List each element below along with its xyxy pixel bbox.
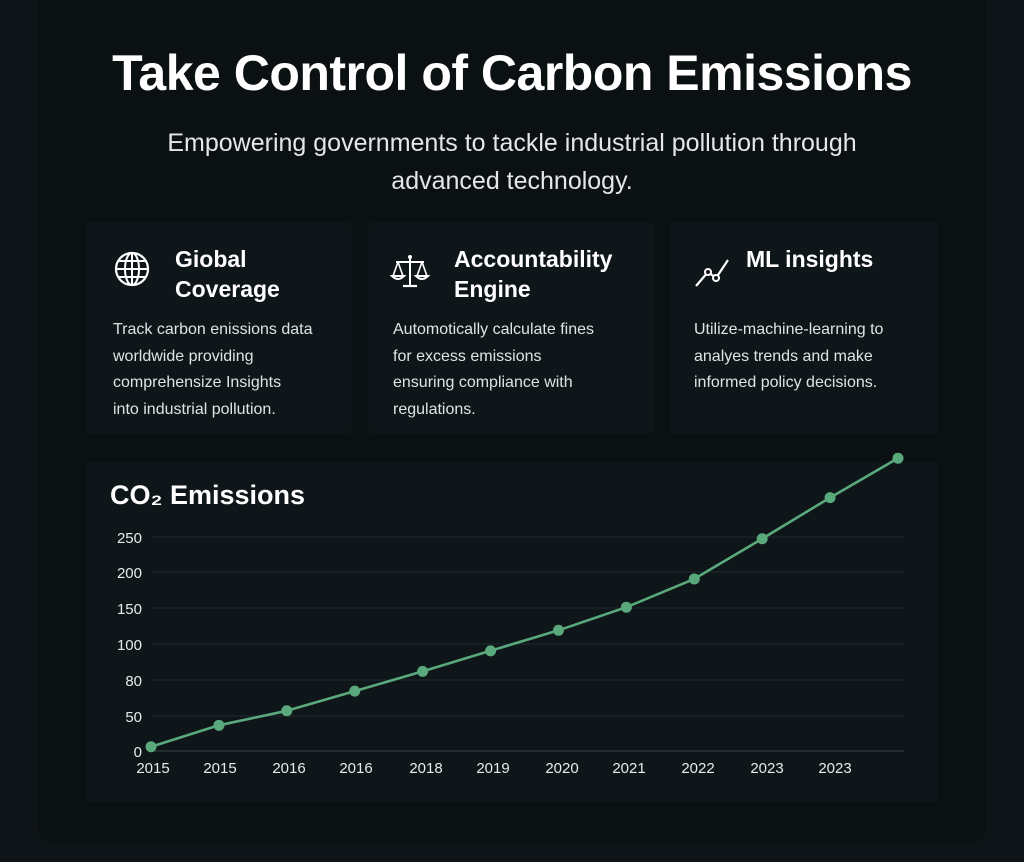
feature-title: Accountability Engine <box>454 246 613 302</box>
x-tick-label: 2016 <box>339 760 372 777</box>
data-point <box>824 492 836 504</box>
feature-card-ml-insights: ML insights Utilize-machine-learning to … <box>670 222 938 434</box>
y-tick-label: 80 <box>125 673 142 690</box>
x-tick-label: 2022 <box>681 760 714 777</box>
y-tick-label: 100 <box>117 637 142 654</box>
x-tick-label: 2021 <box>612 760 645 777</box>
x-tick-label: 2023 <box>818 760 851 777</box>
x-tick-label: 2023 <box>750 760 783 777</box>
globe-icon <box>114 251 150 287</box>
y-tick-label: 50 <box>125 709 142 726</box>
feature-description: Utilize-machine-learning to analyes tren… <box>694 321 884 391</box>
data-point <box>485 645 497 657</box>
feature-title: ML insights <box>746 246 874 272</box>
feature-card-global-coverage: Giobal Coverage Track carbon enissions d… <box>86 222 352 434</box>
trend-line-icon <box>695 259 729 287</box>
series-line <box>150 457 899 748</box>
data-point <box>552 624 564 636</box>
page-subtitle: Empowering governments to tackle industr… <box>167 129 857 195</box>
x-tick-label: 2020 <box>545 760 578 777</box>
scales-icon <box>390 255 430 288</box>
x-tick-label: 2018 <box>409 760 442 777</box>
feature-title: Giobal Coverage <box>175 246 280 302</box>
data-point <box>892 452 904 464</box>
x-tick-label: 2015 <box>136 760 169 777</box>
data-point <box>688 573 700 585</box>
y-tick-label: 150 <box>117 601 142 618</box>
data-point <box>281 705 293 717</box>
x-tick-label: 2015 <box>203 760 236 777</box>
y-tick-label: 200 <box>117 565 142 582</box>
data-point <box>417 665 429 677</box>
feature-card-accountability-engine: Accountability Engine Automotically calc… <box>368 222 654 434</box>
feature-description: Track carbon enissions data worldwide pr… <box>113 321 313 418</box>
data-point <box>756 533 768 545</box>
x-tick-label: 2016 <box>272 760 305 777</box>
page-title: Take Control of Carbon Emissions <box>112 45 912 101</box>
data-point <box>349 685 361 697</box>
chart-title: CO₂ Emissions <box>110 480 306 510</box>
y-tick-label: 250 <box>117 530 142 547</box>
y-tick-label: 0 <box>134 744 142 761</box>
data-point <box>620 601 632 613</box>
x-tick-label: 2019 <box>476 760 509 777</box>
feature-description: Automotically calculate fines for excess… <box>393 321 594 418</box>
data-point <box>145 741 157 753</box>
data-point <box>213 719 225 731</box>
